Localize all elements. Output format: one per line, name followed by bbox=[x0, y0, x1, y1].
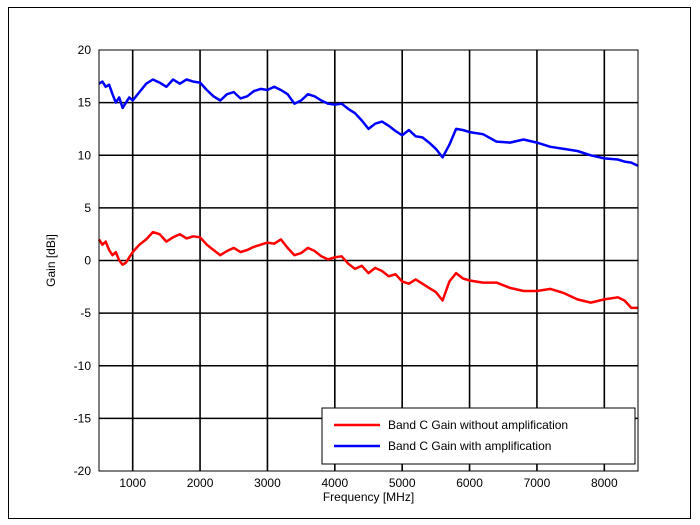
y-tick-label: -15 bbox=[74, 411, 92, 425]
y-tick-label: 20 bbox=[78, 43, 92, 57]
x-axis-ticks: 1000 2000 3000 4000 5000 6000 7000 8000 bbox=[119, 476, 618, 490]
y-axis-label: Gain [dBi] bbox=[44, 234, 58, 287]
x-tick-label: 7000 bbox=[524, 476, 551, 490]
y-tick-label: 0 bbox=[84, 254, 91, 268]
y-tick-label: -20 bbox=[74, 464, 92, 478]
y-tick-label: 15 bbox=[78, 96, 92, 110]
y-tick-label: 10 bbox=[78, 148, 92, 162]
grid bbox=[99, 50, 638, 471]
x-tick-label: 5000 bbox=[389, 476, 416, 490]
x-tick-label: 4000 bbox=[321, 476, 348, 490]
x-tick-label: 6000 bbox=[456, 476, 483, 490]
series-line-2 bbox=[98, 78, 639, 167]
gain-chart: 1000 2000 3000 4000 5000 6000 7000 8000 -20-15-… bbox=[44, 43, 639, 504]
y-tick-label: 5 bbox=[84, 201, 91, 215]
legend-box bbox=[321, 407, 636, 465]
x-tick-label: 2000 bbox=[187, 476, 214, 490]
y-tick-label: -5 bbox=[80, 306, 91, 320]
figure-frame: 1000 2000 3000 4000 5000 6000 7000 8000 -20 -15-… bbox=[8, 7, 691, 519]
series-line-1 bbox=[97, 230, 638, 310]
plot-area-border bbox=[98, 49, 639, 472]
series-lines bbox=[97, 78, 639, 310]
y-axis-ticks: -20 -15 -10 -5 0 5 10 15 20 bbox=[74, 43, 92, 478]
x-tick-label: 8000 bbox=[591, 476, 618, 490]
y-tick-label: -10 bbox=[74, 359, 92, 373]
x-tick-label: 3000 bbox=[254, 476, 281, 490]
legend-label-1: Band C Gain without amplification bbox=[388, 418, 568, 432]
legend: Band C Gain without amplification Band C … bbox=[321, 407, 636, 465]
legend-label-2: Band C Gain with amplification bbox=[388, 439, 551, 453]
x-axis-label: Frequency [MHz] bbox=[323, 490, 414, 504]
x-tick-label: 1000 bbox=[119, 476, 146, 490]
